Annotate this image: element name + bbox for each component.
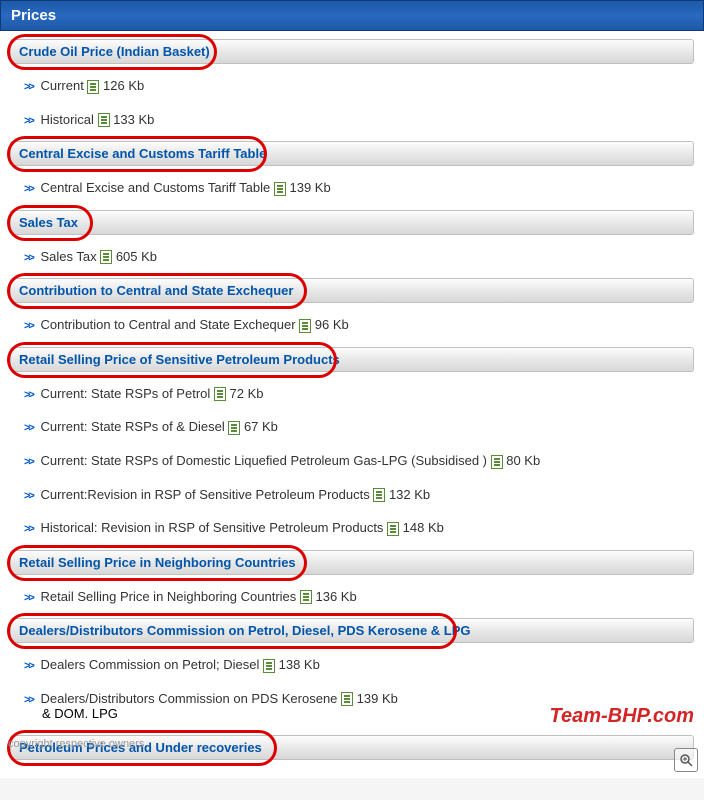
file-size: 139 Kb — [353, 691, 398, 706]
file-size: 72 Kb — [226, 386, 264, 401]
list-item: >> Sales Tax 605 Kb — [10, 245, 694, 269]
document-icon — [300, 590, 312, 604]
document-icon — [373, 488, 385, 502]
file-size: 80 Kb — [503, 453, 541, 468]
list-item: >> Contribution to Central and State Exc… — [10, 313, 694, 337]
section-title-text: Crude Oil Price (Indian Basket) — [19, 44, 210, 59]
file-size: 67 Kb — [240, 419, 278, 434]
arrow-icon: >> — [24, 115, 33, 127]
document-icon — [214, 387, 226, 401]
list-item: >> Retail Selling Price in Neighboring C… — [10, 585, 694, 609]
document-link[interactable]: Current — [37, 78, 88, 93]
file-size: 96 Kb — [311, 317, 349, 332]
arrow-icon: >> — [24, 694, 33, 706]
document-link[interactable]: Current: State RSPs of Domestic Liquefie… — [37, 453, 491, 468]
document-icon — [299, 319, 311, 333]
document-link[interactable]: Current: State RSPs of & Diesel — [37, 419, 228, 434]
arrow-icon: >> — [24, 660, 33, 672]
section-title-text: Sales Tax — [19, 215, 78, 230]
document-icon — [387, 522, 399, 536]
arrow-icon: >> — [24, 490, 33, 502]
section-title-text: Retail Selling Price of Sensitive Petrol… — [19, 352, 340, 367]
section-header[interactable]: Sales Tax — [10, 210, 694, 235]
file-size: 148 Kb — [399, 520, 444, 535]
document-link[interactable]: Retail Selling Price in Neighboring Coun… — [37, 589, 300, 604]
section-header[interactable]: Dealers/Distributors Commission on Petro… — [10, 618, 694, 643]
page-title: Prices — [11, 7, 56, 24]
file-size: 605 Kb — [112, 249, 157, 264]
arrow-icon: >> — [24, 183, 33, 195]
document-icon — [491, 455, 503, 469]
list-item: >> Historical 133 Kb — [10, 108, 694, 132]
document-icon — [263, 659, 275, 673]
list-item: >> Current: State RSPs of & Diesel 67 Kb — [10, 415, 694, 439]
list-item: >> Dealers Commission on Petrol; Diesel … — [10, 653, 694, 677]
file-size: 126 Kb — [99, 78, 144, 93]
document-link[interactable]: Sales Tax — [37, 249, 100, 264]
list-item: >> Current 126 Kb — [10, 74, 694, 98]
document-link[interactable]: Central Excise and Customs Tariff Table — [37, 180, 274, 195]
arrow-icon: >> — [24, 320, 33, 332]
section-title-text: Retail Selling Price in Neighboring Coun… — [19, 555, 296, 570]
document-link[interactable]: Historical — [37, 112, 98, 127]
section-header[interactable]: Contribution to Central and State Excheq… — [10, 278, 694, 303]
document-icon — [341, 692, 353, 706]
document-icon — [100, 250, 112, 264]
document-icon — [87, 80, 99, 94]
file-size: 132 Kb — [385, 487, 430, 502]
list-item: >> Current:Revision in RSP of Sensitive … — [10, 483, 694, 507]
section-header[interactable]: Crude Oil Price (Indian Basket) — [10, 39, 694, 64]
document-link[interactable]: Contribution to Central and State Excheq… — [37, 317, 299, 332]
document-icon — [98, 113, 110, 127]
section-header[interactable]: Central Excise and Customs Tariff Table — [10, 141, 694, 166]
document-link[interactable]: Dealers Commission on Petrol; Diesel — [37, 657, 263, 672]
section-header[interactable]: Retail Selling Price of Sensitive Petrol… — [10, 347, 694, 372]
list-item: >> Dealers/Distributors Commission on PD… — [10, 687, 694, 726]
document-link[interactable]: Historical: Revision in RSP of Sensitive… — [37, 520, 387, 535]
document-link-cont[interactable]: & DOM. LPG — [24, 706, 694, 721]
arrow-icon: >> — [24, 456, 33, 468]
section-title-text: Central Excise and Customs Tariff Table — [19, 146, 266, 161]
section-title-text: Dealers/Distributors Commission on Petro… — [19, 623, 471, 638]
document-icon — [228, 421, 240, 435]
section-header[interactable]: Retail Selling Price in Neighboring Coun… — [10, 550, 694, 575]
file-size: 139 Kb — [286, 180, 331, 195]
document-link[interactable]: Current: State RSPs of Petrol — [37, 386, 214, 401]
arrow-icon: >> — [24, 81, 33, 93]
list-item: >> Historical: Revision in RSP of Sensit… — [10, 516, 694, 540]
arrow-icon: >> — [24, 523, 33, 535]
zoom-button[interactable] — [674, 748, 698, 772]
page-header: Prices — [0, 0, 704, 31]
list-item: >> Current: State RSPs of Domestic Lique… — [10, 449, 694, 473]
file-size: 136 Kb — [312, 589, 357, 604]
arrow-icon: >> — [24, 252, 33, 264]
list-item: >> Central Excise and Customs Tariff Tab… — [10, 176, 694, 200]
content-area: Crude Oil Price (Indian Basket) >> Curren… — [0, 31, 704, 778]
list-item: >> Current: State RSPs of Petrol 72 Kb — [10, 382, 694, 406]
file-size: 138 Kb — [275, 657, 320, 672]
section-title-text: Contribution to Central and State Excheq… — [19, 283, 293, 298]
arrow-icon: >> — [24, 389, 33, 401]
document-link[interactable]: Current:Revision in RSP of Sensitive Pet… — [37, 487, 373, 502]
document-link[interactable]: Dealers/Distributors Commission on PDS K… — [37, 691, 341, 706]
copyright-text: copyright respective owners — [8, 738, 144, 750]
file-size: 133 Kb — [110, 112, 155, 127]
arrow-icon: >> — [24, 592, 33, 604]
document-icon — [274, 182, 286, 196]
arrow-icon: >> — [24, 422, 33, 434]
